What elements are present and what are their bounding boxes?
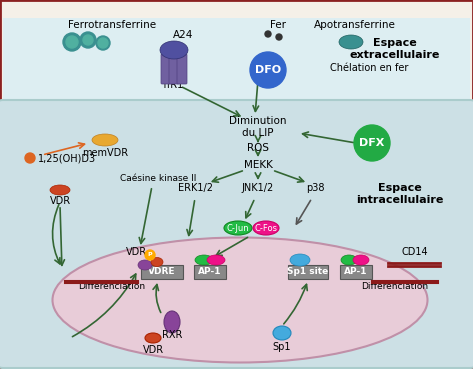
Text: JNK1/2: JNK1/2 — [242, 183, 274, 193]
Text: ROS: ROS — [247, 143, 269, 153]
FancyBboxPatch shape — [194, 265, 226, 279]
Ellipse shape — [151, 258, 163, 266]
Text: Espace
extracellulaire: Espace extracellulaire — [350, 38, 440, 60]
FancyBboxPatch shape — [340, 265, 372, 279]
Circle shape — [276, 34, 282, 40]
Ellipse shape — [50, 185, 70, 195]
Text: Différenciation: Différenciation — [79, 282, 146, 291]
Ellipse shape — [353, 255, 369, 265]
Text: p38: p38 — [306, 183, 324, 193]
Text: VDR: VDR — [125, 247, 147, 257]
Text: TfR1: TfR1 — [161, 80, 183, 90]
FancyBboxPatch shape — [169, 54, 179, 84]
Text: A24: A24 — [173, 30, 193, 40]
Text: Sp1: Sp1 — [273, 342, 291, 352]
Ellipse shape — [53, 238, 428, 362]
Circle shape — [354, 125, 390, 161]
Text: Différenciation: Différenciation — [361, 282, 429, 291]
Ellipse shape — [341, 255, 357, 265]
Text: C-Fos: C-Fos — [254, 224, 278, 232]
Text: RXR: RXR — [162, 330, 182, 340]
Text: Chélation en fer: Chélation en fer — [330, 63, 408, 73]
Text: C-Jun: C-Jun — [227, 224, 249, 232]
Circle shape — [250, 52, 286, 88]
Text: ERK1/2: ERK1/2 — [177, 183, 212, 193]
Circle shape — [265, 31, 271, 37]
Text: AP-1: AP-1 — [198, 268, 222, 276]
Text: Apotransferrine: Apotransferrine — [314, 20, 396, 30]
Ellipse shape — [273, 326, 291, 340]
Circle shape — [98, 38, 108, 48]
FancyBboxPatch shape — [3, 18, 470, 118]
Circle shape — [145, 250, 155, 260]
Circle shape — [66, 36, 78, 48]
Text: Fer: Fer — [270, 20, 286, 30]
Circle shape — [25, 153, 35, 163]
Text: memVDR: memVDR — [82, 148, 128, 158]
Text: Ferrotransferrine: Ferrotransferrine — [68, 20, 156, 30]
Circle shape — [96, 36, 110, 50]
Ellipse shape — [138, 260, 152, 270]
FancyBboxPatch shape — [177, 54, 187, 84]
Text: CD14: CD14 — [402, 247, 429, 257]
Ellipse shape — [164, 311, 180, 333]
FancyBboxPatch shape — [161, 54, 171, 84]
Circle shape — [80, 32, 96, 48]
FancyBboxPatch shape — [288, 265, 328, 279]
Ellipse shape — [195, 255, 213, 265]
Text: Sp1 site: Sp1 site — [288, 268, 329, 276]
Circle shape — [63, 33, 81, 51]
Text: DFX: DFX — [359, 138, 385, 148]
Text: Diminution
du LIP: Diminution du LIP — [229, 116, 287, 138]
FancyBboxPatch shape — [141, 265, 183, 279]
Text: MEKK: MEKK — [244, 160, 272, 170]
Text: AP-1: AP-1 — [344, 268, 368, 276]
FancyBboxPatch shape — [0, 100, 473, 368]
Ellipse shape — [224, 221, 252, 235]
Text: VDR: VDR — [142, 345, 164, 355]
Ellipse shape — [339, 35, 363, 49]
Circle shape — [83, 35, 93, 45]
Text: VDR: VDR — [50, 196, 70, 206]
Ellipse shape — [207, 255, 225, 265]
Ellipse shape — [290, 254, 310, 266]
Ellipse shape — [160, 41, 188, 59]
Ellipse shape — [145, 333, 161, 343]
Text: Espace
intracellulaire: Espace intracellulaire — [356, 183, 444, 204]
Text: DFO: DFO — [255, 65, 281, 75]
Text: VDRE: VDRE — [148, 268, 176, 276]
Ellipse shape — [92, 134, 118, 146]
Ellipse shape — [253, 221, 279, 235]
Text: 1,25(OH)D3: 1,25(OH)D3 — [38, 153, 96, 163]
Text: Caésine kinase II: Caésine kinase II — [120, 174, 196, 183]
Text: P: P — [148, 252, 152, 258]
